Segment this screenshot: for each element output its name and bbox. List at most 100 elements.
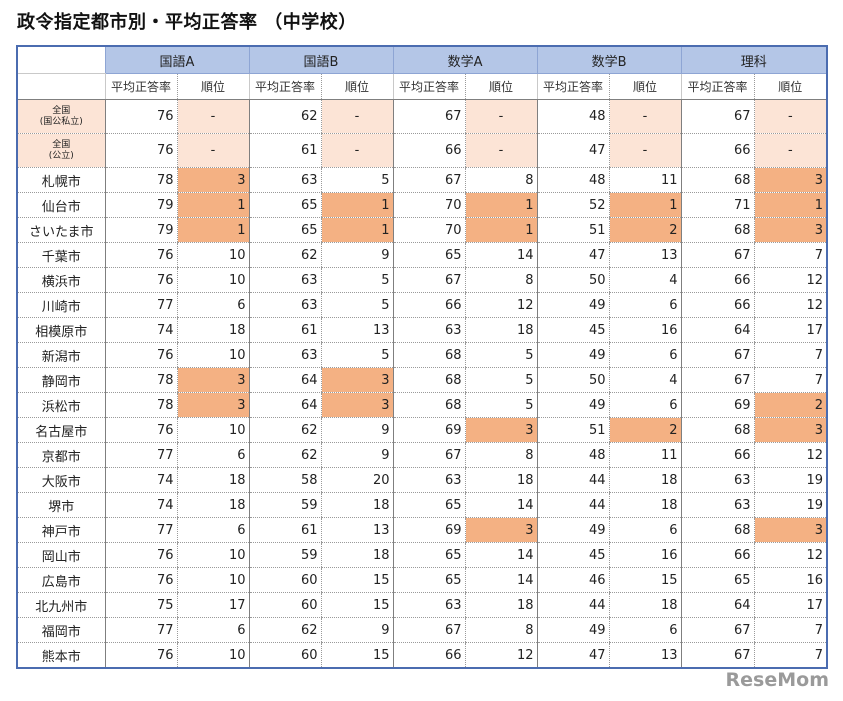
score-cell: 59 <box>248 492 321 518</box>
rank-cell: 4 <box>608 367 682 393</box>
rank-cell: 16 <box>608 317 682 343</box>
rank-cell: 18 <box>464 467 538 493</box>
table-body: 全国 (国公私立) 76-62-67-48-67- 全国 (公立) 76-61-66-47… <box>17 99 828 669</box>
sub-header-score: 平均正答率 <box>104 73 177 100</box>
rank-cell: 10 <box>176 542 249 568</box>
city-name: 静岡市 <box>17 367 105 393</box>
rank-cell-top: 3 <box>753 217 828 243</box>
score-cell: 63 <box>680 467 755 493</box>
score-cell: 61 <box>248 517 321 543</box>
national-row: 全国 (公立) 76-61-66-47-66- <box>17 133 828 168</box>
score-cell: 66 <box>680 267 755 293</box>
score-cell: 48 <box>536 99 610 134</box>
sub-header-rank: 順位 <box>176 73 249 100</box>
city-row: さいたま市 79 1 65 1 70 1 51 2 68 3 <box>17 217 828 243</box>
city-name: さいたま市 <box>17 217 105 243</box>
rank-cell: 5 <box>320 292 394 318</box>
score-cell: 71 <box>680 192 755 218</box>
score-cell: 62 <box>248 417 321 443</box>
rank-cell-top: 1 <box>176 192 249 218</box>
score-cell: 49 <box>536 292 610 318</box>
rank-cell: 14 <box>464 542 538 568</box>
score-cell: 68 <box>680 417 755 443</box>
rank-cell-top: 3 <box>320 367 394 393</box>
rank-cell-top: 1 <box>608 192 682 218</box>
score-cell: 47 <box>536 242 610 268</box>
national-label-line2: (国公私立) <box>39 116 83 127</box>
sub-header-score: 平均正答率 <box>536 73 610 100</box>
results-table: 国語A 国語B 数学A 数学B 理科 平均正答率 順位 平均正答率 順位 平均正… <box>16 45 829 669</box>
rank-cell: 13 <box>320 317 394 343</box>
rank-cell: 7 <box>753 367 828 393</box>
score-cell: 79 <box>104 217 177 243</box>
national-row: 全国 (国公私立) 76-62-67-48-67- <box>17 99 828 134</box>
rank-cell: 13 <box>608 242 682 268</box>
score-cell: 65 <box>680 567 755 593</box>
city-row: 大阪市 74 18 58 20 63 18 44 18 63 19 <box>17 467 828 493</box>
city-name: 千葉市 <box>17 242 105 268</box>
rank-cell: 4 <box>608 267 682 293</box>
city-name: 浜松市 <box>17 392 105 418</box>
score-cell: 77 <box>104 517 177 543</box>
rank-cell-top: 3 <box>753 517 828 543</box>
sub-header-rank: 順位 <box>608 73 682 100</box>
sub-header-score: 平均正答率 <box>680 73 755 100</box>
score-cell: 51 <box>536 217 610 243</box>
score-cell: 49 <box>536 392 610 418</box>
subject-header-rika: 理科 <box>680 46 828 74</box>
rank-cell: 8 <box>464 267 538 293</box>
rank-cell: 17 <box>753 592 828 618</box>
rank-cell: 7 <box>753 617 828 643</box>
rank-cell: 6 <box>608 617 682 643</box>
city-name: 広島市 <box>17 567 105 593</box>
score-cell: 59 <box>248 542 321 568</box>
rank-cell: 11 <box>608 167 682 193</box>
rank-cell-top: 1 <box>464 217 538 243</box>
city-row: 仙台市 79 1 65 1 70 1 52 1 71 1 <box>17 192 828 218</box>
score-cell: 66 <box>392 642 466 669</box>
national-label: 全国 (公立) <box>17 133 105 168</box>
subject-header-kokugo-a: 国語A <box>104 46 249 74</box>
city-row: 横浜市 76 10 63 5 67 8 50 4 66 12 <box>17 267 828 293</box>
rank-cell-top: 1 <box>753 192 828 218</box>
rank-cell-top: 3 <box>176 167 249 193</box>
score-cell: 44 <box>536 492 610 518</box>
sub-header-score: 平均正答率 <box>248 73 321 100</box>
city-name: 名古屋市 <box>17 417 105 443</box>
rank-cell: 20 <box>320 467 394 493</box>
rank-cell-top: 3 <box>320 392 394 418</box>
rank-cell: 18 <box>608 492 682 518</box>
rank-cell: - <box>464 99 538 134</box>
rank-cell-top: 3 <box>176 367 249 393</box>
city-name: 北九州市 <box>17 592 105 618</box>
rank-cell: 18 <box>176 317 249 343</box>
rank-cell: - <box>320 99 394 134</box>
score-cell: 66 <box>392 292 466 318</box>
score-cell: 69 <box>680 392 755 418</box>
rank-cell: 5 <box>320 342 394 368</box>
score-cell: 49 <box>536 617 610 643</box>
score-cell: 50 <box>536 367 610 393</box>
score-cell: 67 <box>680 99 755 134</box>
city-name: 岡山市 <box>17 542 105 568</box>
city-name: 福岡市 <box>17 617 105 643</box>
score-cell: 76 <box>104 342 177 368</box>
score-cell: 68 <box>680 217 755 243</box>
city-row: 京都市 77 6 62 9 67 8 48 11 66 12 <box>17 442 828 468</box>
subject-header-sugaku-b: 数学B <box>536 46 682 74</box>
sub-header-row: 平均正答率 順位 平均正答率 順位 平均正答率 順位 平均正答率 順位 平均正答… <box>17 73 828 100</box>
city-row: 静岡市 78 3 64 3 68 5 50 4 67 7 <box>17 367 828 393</box>
rank-cell: - <box>753 133 828 168</box>
rank-cell: 12 <box>464 292 538 318</box>
subject-header-row: 国語A 国語B 数学A 数学B 理科 <box>17 46 828 74</box>
score-cell: 63 <box>392 317 466 343</box>
score-cell: 63 <box>680 492 755 518</box>
score-cell: 60 <box>248 642 321 669</box>
rank-cell: 13 <box>320 517 394 543</box>
score-cell: 52 <box>536 192 610 218</box>
rank-cell: 10 <box>176 242 249 268</box>
score-cell: 51 <box>536 417 610 443</box>
score-cell: 67 <box>680 367 755 393</box>
city-row: 新潟市 76 10 63 5 68 5 49 6 67 7 <box>17 342 828 368</box>
corner-cell <box>17 46 105 74</box>
